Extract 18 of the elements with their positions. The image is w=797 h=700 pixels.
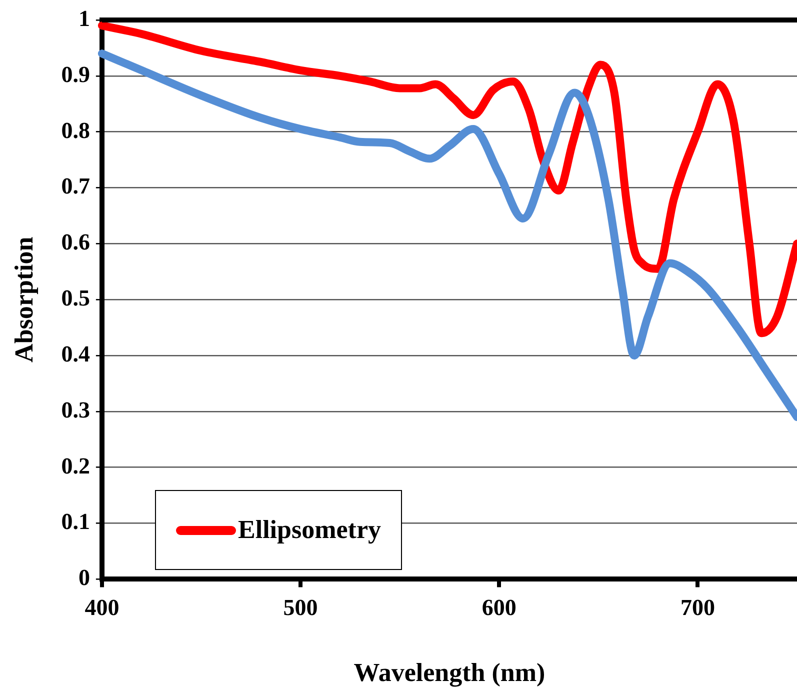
y-tick-label: 0.1 xyxy=(61,509,90,534)
y-tick-label: 0 xyxy=(78,565,90,590)
x-tick-label: 600 xyxy=(482,594,516,620)
y-tick-label: 0.2 xyxy=(61,453,90,478)
y-tick-label: 0.8 xyxy=(61,118,90,143)
y-tick-label: 0.7 xyxy=(61,174,90,199)
y-tick-label: 0.4 xyxy=(61,341,90,366)
legend-label: Ellipsometry xyxy=(238,515,381,545)
x-tick-label: 700 xyxy=(680,594,715,620)
y-tick-label: 0.5 xyxy=(61,286,90,311)
y-axis-title: Absorption xyxy=(9,236,38,362)
y-tick-label: 0.6 xyxy=(61,230,90,255)
y-tick-label: 1 xyxy=(78,6,90,31)
x-tick-label: 500 xyxy=(283,594,318,620)
x-tick-label: 400 xyxy=(84,594,120,620)
y-tick-label: 0.9 xyxy=(61,62,90,87)
x-axis-title: Wavelength (nm) xyxy=(354,658,546,688)
y-tick-label: 0.3 xyxy=(61,397,90,422)
